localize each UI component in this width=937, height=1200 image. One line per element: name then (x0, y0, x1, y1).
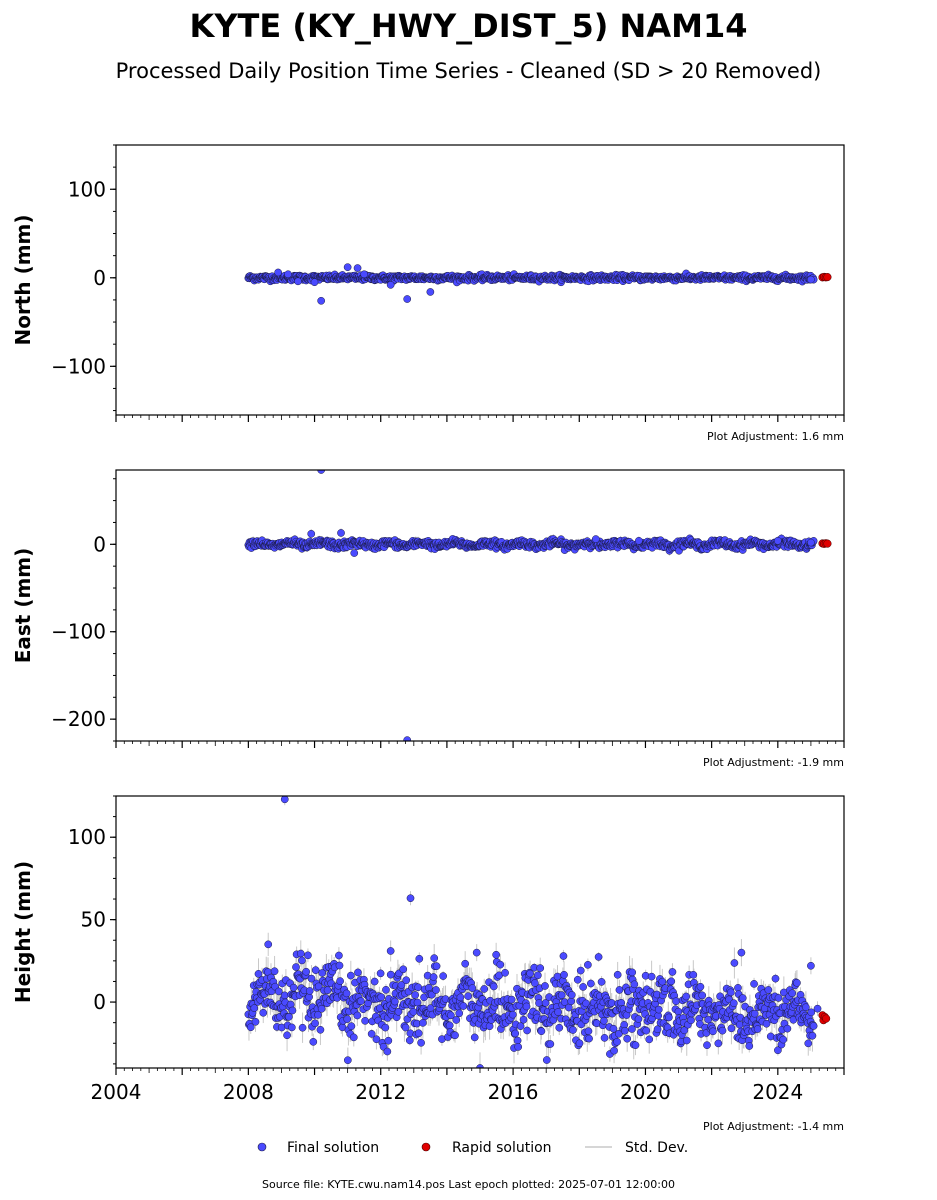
final-point (294, 277, 302, 286)
panel-east: 0 −100 −200 East (mm) Plot Adjustment: -1.9 … (11, 469, 845, 769)
panels: 100 0 −100 North (mm) Plot Adjustment: 1.6 m… (11, 144, 845, 1133)
rapid-points-north (818, 272, 832, 282)
final-point (307, 529, 316, 538)
rapid-point (823, 273, 832, 282)
final-point (360, 270, 369, 279)
final-point (337, 529, 345, 537)
final-point (634, 536, 643, 545)
final-points-east (244, 470, 818, 741)
plot-area-north (244, 263, 832, 305)
final-point (807, 275, 815, 284)
y-tick-label: −100 (51, 620, 106, 644)
y-tick-label: −100 (51, 354, 106, 378)
final-point (317, 296, 326, 305)
plot-area-height (244, 796, 831, 1068)
plot-area-east (244, 470, 832, 741)
y-axis-label-east: East (mm) (11, 548, 35, 664)
y-tick-label: 0 (93, 266, 106, 290)
final-points-north (244, 263, 818, 305)
final-point (773, 536, 782, 545)
chart-subtitle: Processed Daily Position Time Series - C… (116, 59, 822, 83)
y-tick-label: 0 (93, 532, 106, 556)
plot-adjustment-east: Plot Adjustment: -1.9 mm (703, 756, 844, 769)
final-point (317, 470, 326, 474)
final-point (403, 295, 412, 303)
final-point (310, 278, 319, 287)
final-point (591, 535, 600, 543)
final-point (426, 288, 435, 296)
stddev-bars-north (247, 264, 815, 303)
panel-north: 100 0 −100 North (mm) Plot Adjustment: 1.6 m… (11, 144, 845, 443)
y-tick-label: −200 (51, 707, 106, 731)
final-point (343, 263, 352, 272)
final-point (350, 549, 359, 557)
rapid-points-east (818, 539, 832, 548)
stddev-bars-east (247, 470, 815, 741)
chart-title: KYTE (KY_HWY_DIST_5) NAM14 (190, 7, 748, 45)
final-point (284, 270, 292, 279)
plot-adjustment-north: Plot Adjustment: 1.6 mm (707, 430, 844, 443)
final-point (403, 736, 412, 741)
final-point (274, 268, 282, 277)
final-point (807, 538, 815, 547)
final-point (353, 264, 362, 272)
axes-frame-east (115, 469, 845, 742)
rapid-point (823, 539, 832, 548)
final-point (386, 281, 395, 289)
stddev-bars-height (247, 796, 819, 1068)
y-tick-label: 100 (68, 177, 106, 201)
y-axis-label-north: North (mm) (11, 214, 35, 345)
